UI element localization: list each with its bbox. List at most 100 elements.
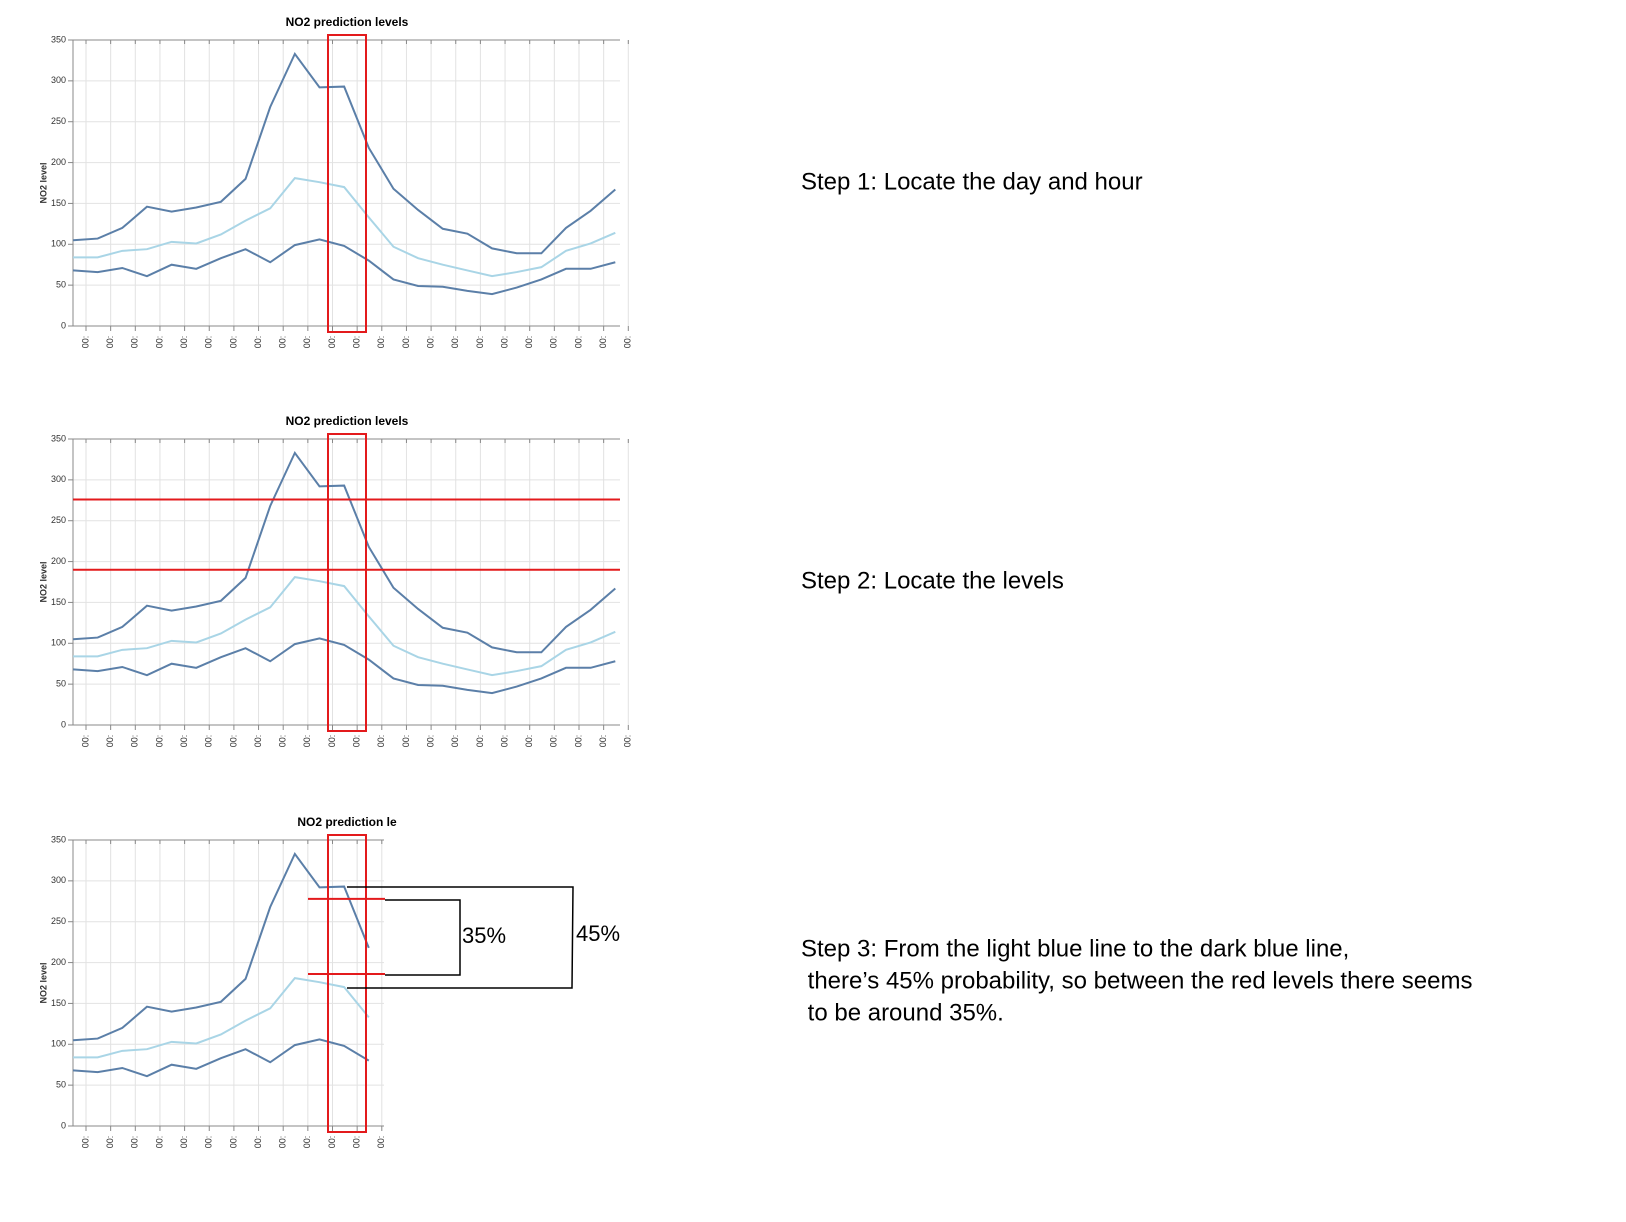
y-tick-label: 200 [51, 957, 66, 967]
x-tick-label: 00: [376, 1136, 386, 1149]
y-tick-label: 300 [51, 875, 66, 885]
x-tick-label: 00: [302, 1136, 312, 1149]
x-tick-label: 00: [130, 1136, 140, 1149]
x-tick-label: 00: [352, 1136, 362, 1149]
series-line [72, 51, 616, 255]
y-tick-label: 50 [56, 679, 66, 689]
x-tick-label: 00: [450, 336, 460, 349]
x-tick-label: 00: [327, 1136, 337, 1149]
bracket-45 [347, 886, 574, 989]
series-line [72, 637, 616, 695]
x-tick-label: 00: [204, 735, 214, 748]
y-tick-label: 0 [61, 320, 66, 330]
y-tick-label: 150 [51, 597, 66, 607]
y-tick-label: 250 [51, 116, 66, 126]
y-tick-label: 0 [61, 719, 66, 729]
x-tick-label: 00: [130, 336, 140, 349]
x-tick-label: 00: [105, 735, 115, 748]
y-tick-label: 200 [51, 556, 66, 566]
x-tick-label: 00: [179, 735, 189, 748]
y-tick-label: 200 [51, 157, 66, 167]
series-line [72, 1038, 370, 1078]
chart-title: NO2 prediction levels [286, 15, 409, 29]
annotation: 35% [462, 923, 506, 948]
x-tick-label: 00: [352, 735, 362, 748]
y-tick-label: 250 [51, 916, 66, 926]
x-tick-label: 00: [499, 336, 509, 349]
x-tick-label: 00: [598, 735, 608, 748]
x-tick-label: 00: [598, 336, 608, 349]
x-tick-label: 00: [524, 735, 534, 748]
y-axis-label: NO2 level [38, 962, 48, 1003]
x-tick-label: 00: [425, 735, 435, 748]
series-line [72, 238, 616, 296]
x-tick-label: 00: [376, 336, 386, 349]
series-line [73, 977, 370, 1059]
x-tick-label: 00: [475, 336, 485, 349]
y-tick-label: 300 [51, 474, 66, 484]
y-tick-label: 150 [51, 198, 66, 208]
chart-title: NO2 prediction levels [286, 414, 409, 428]
y-tick-label: 150 [51, 998, 66, 1008]
x-tick-label: 00: [278, 735, 288, 748]
chart-title: NO2 prediction le [297, 815, 397, 829]
series-line [72, 450, 616, 654]
x-tick-label: 00: [204, 336, 214, 349]
x-tick-label: 00: [524, 336, 534, 349]
y-tick-label: 350 [51, 834, 66, 844]
step-text: to be around 35%. [801, 999, 1004, 1026]
x-tick-label: 00: [228, 336, 238, 349]
y-axis-label: NO2 level [38, 162, 48, 203]
y-tick-label: 100 [51, 239, 66, 249]
x-tick-label: 00: [573, 336, 583, 349]
x-tick-label: 00: [204, 1136, 214, 1149]
x-tick-label: 00: [327, 336, 337, 349]
step-text: Step 1: Locate the day and hour [801, 168, 1143, 195]
y-tick-label: 100 [51, 1039, 66, 1049]
x-tick-label: 00: [253, 735, 263, 748]
x-tick-label: 00: [549, 735, 559, 748]
y-tick-label: 50 [56, 280, 66, 290]
annotation: 45% [576, 921, 620, 946]
x-tick-label: 00: [253, 1136, 263, 1149]
x-tick-label: 00: [253, 336, 263, 349]
x-tick-label: 00: [623, 735, 633, 748]
x-tick-label: 00: [573, 735, 583, 748]
highlight-box [327, 34, 367, 333]
x-tick-label: 00: [80, 735, 90, 748]
x-tick-label: 00: [499, 735, 509, 748]
x-tick-label: 00: [130, 735, 140, 748]
x-tick-label: 00: [179, 336, 189, 349]
x-tick-label: 00: [376, 735, 386, 748]
step-text: Step 2: Locate the levels [801, 567, 1064, 594]
series-line [73, 576, 616, 677]
y-tick-label: 100 [51, 638, 66, 648]
x-tick-label: 00: [623, 336, 633, 349]
highlight-box [327, 433, 367, 732]
x-tick-label: 00: [105, 336, 115, 349]
x-tick-label: 00: [278, 336, 288, 349]
x-tick-label: 00: [475, 735, 485, 748]
y-tick-label: 250 [51, 515, 66, 525]
series-line [72, 851, 370, 1042]
step-text: Step 3: From the light blue line to the … [801, 935, 1349, 962]
highlight-box [327, 834, 367, 1133]
y-tick-label: 300 [51, 75, 66, 85]
x-tick-label: 00: [302, 735, 312, 748]
bracket-35 [385, 899, 461, 976]
x-tick-label: 00: [425, 336, 435, 349]
x-tick-label: 00: [228, 735, 238, 748]
x-tick-label: 00: [352, 336, 362, 349]
y-tick-label: 0 [61, 1120, 66, 1130]
x-tick-label: 00: [302, 336, 312, 349]
y-tick-label: 350 [51, 34, 66, 44]
x-tick-label: 00: [327, 735, 337, 748]
x-tick-label: 00: [105, 1136, 115, 1149]
x-tick-label: 00: [401, 735, 411, 748]
x-tick-label: 00: [179, 1136, 189, 1149]
x-tick-label: 00: [80, 336, 90, 349]
x-tick-label: 00: [154, 336, 164, 349]
x-tick-label: 00: [450, 735, 460, 748]
